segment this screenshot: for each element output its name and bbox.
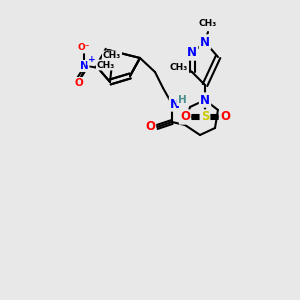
Text: CH₃: CH₃ <box>97 61 115 70</box>
Text: O: O <box>75 78 83 88</box>
Text: CH₃: CH₃ <box>103 52 121 61</box>
Text: N: N <box>80 61 88 71</box>
Text: N: N <box>200 35 210 49</box>
Text: H: H <box>178 95 186 105</box>
Text: +: + <box>88 56 96 64</box>
Text: O: O <box>220 110 230 124</box>
Text: N: N <box>200 94 210 106</box>
Text: CH₃: CH₃ <box>199 20 217 28</box>
Text: CH₃: CH₃ <box>170 62 188 71</box>
Text: O: O <box>180 110 190 124</box>
Text: N: N <box>170 98 180 110</box>
Text: O⁻: O⁻ <box>78 44 90 52</box>
Text: S: S <box>201 110 209 124</box>
Text: N: N <box>187 46 197 59</box>
Text: O: O <box>145 121 155 134</box>
